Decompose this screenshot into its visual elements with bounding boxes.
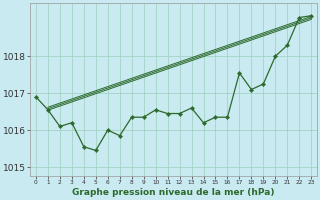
X-axis label: Graphe pression niveau de la mer (hPa): Graphe pression niveau de la mer (hPa) xyxy=(72,188,275,197)
